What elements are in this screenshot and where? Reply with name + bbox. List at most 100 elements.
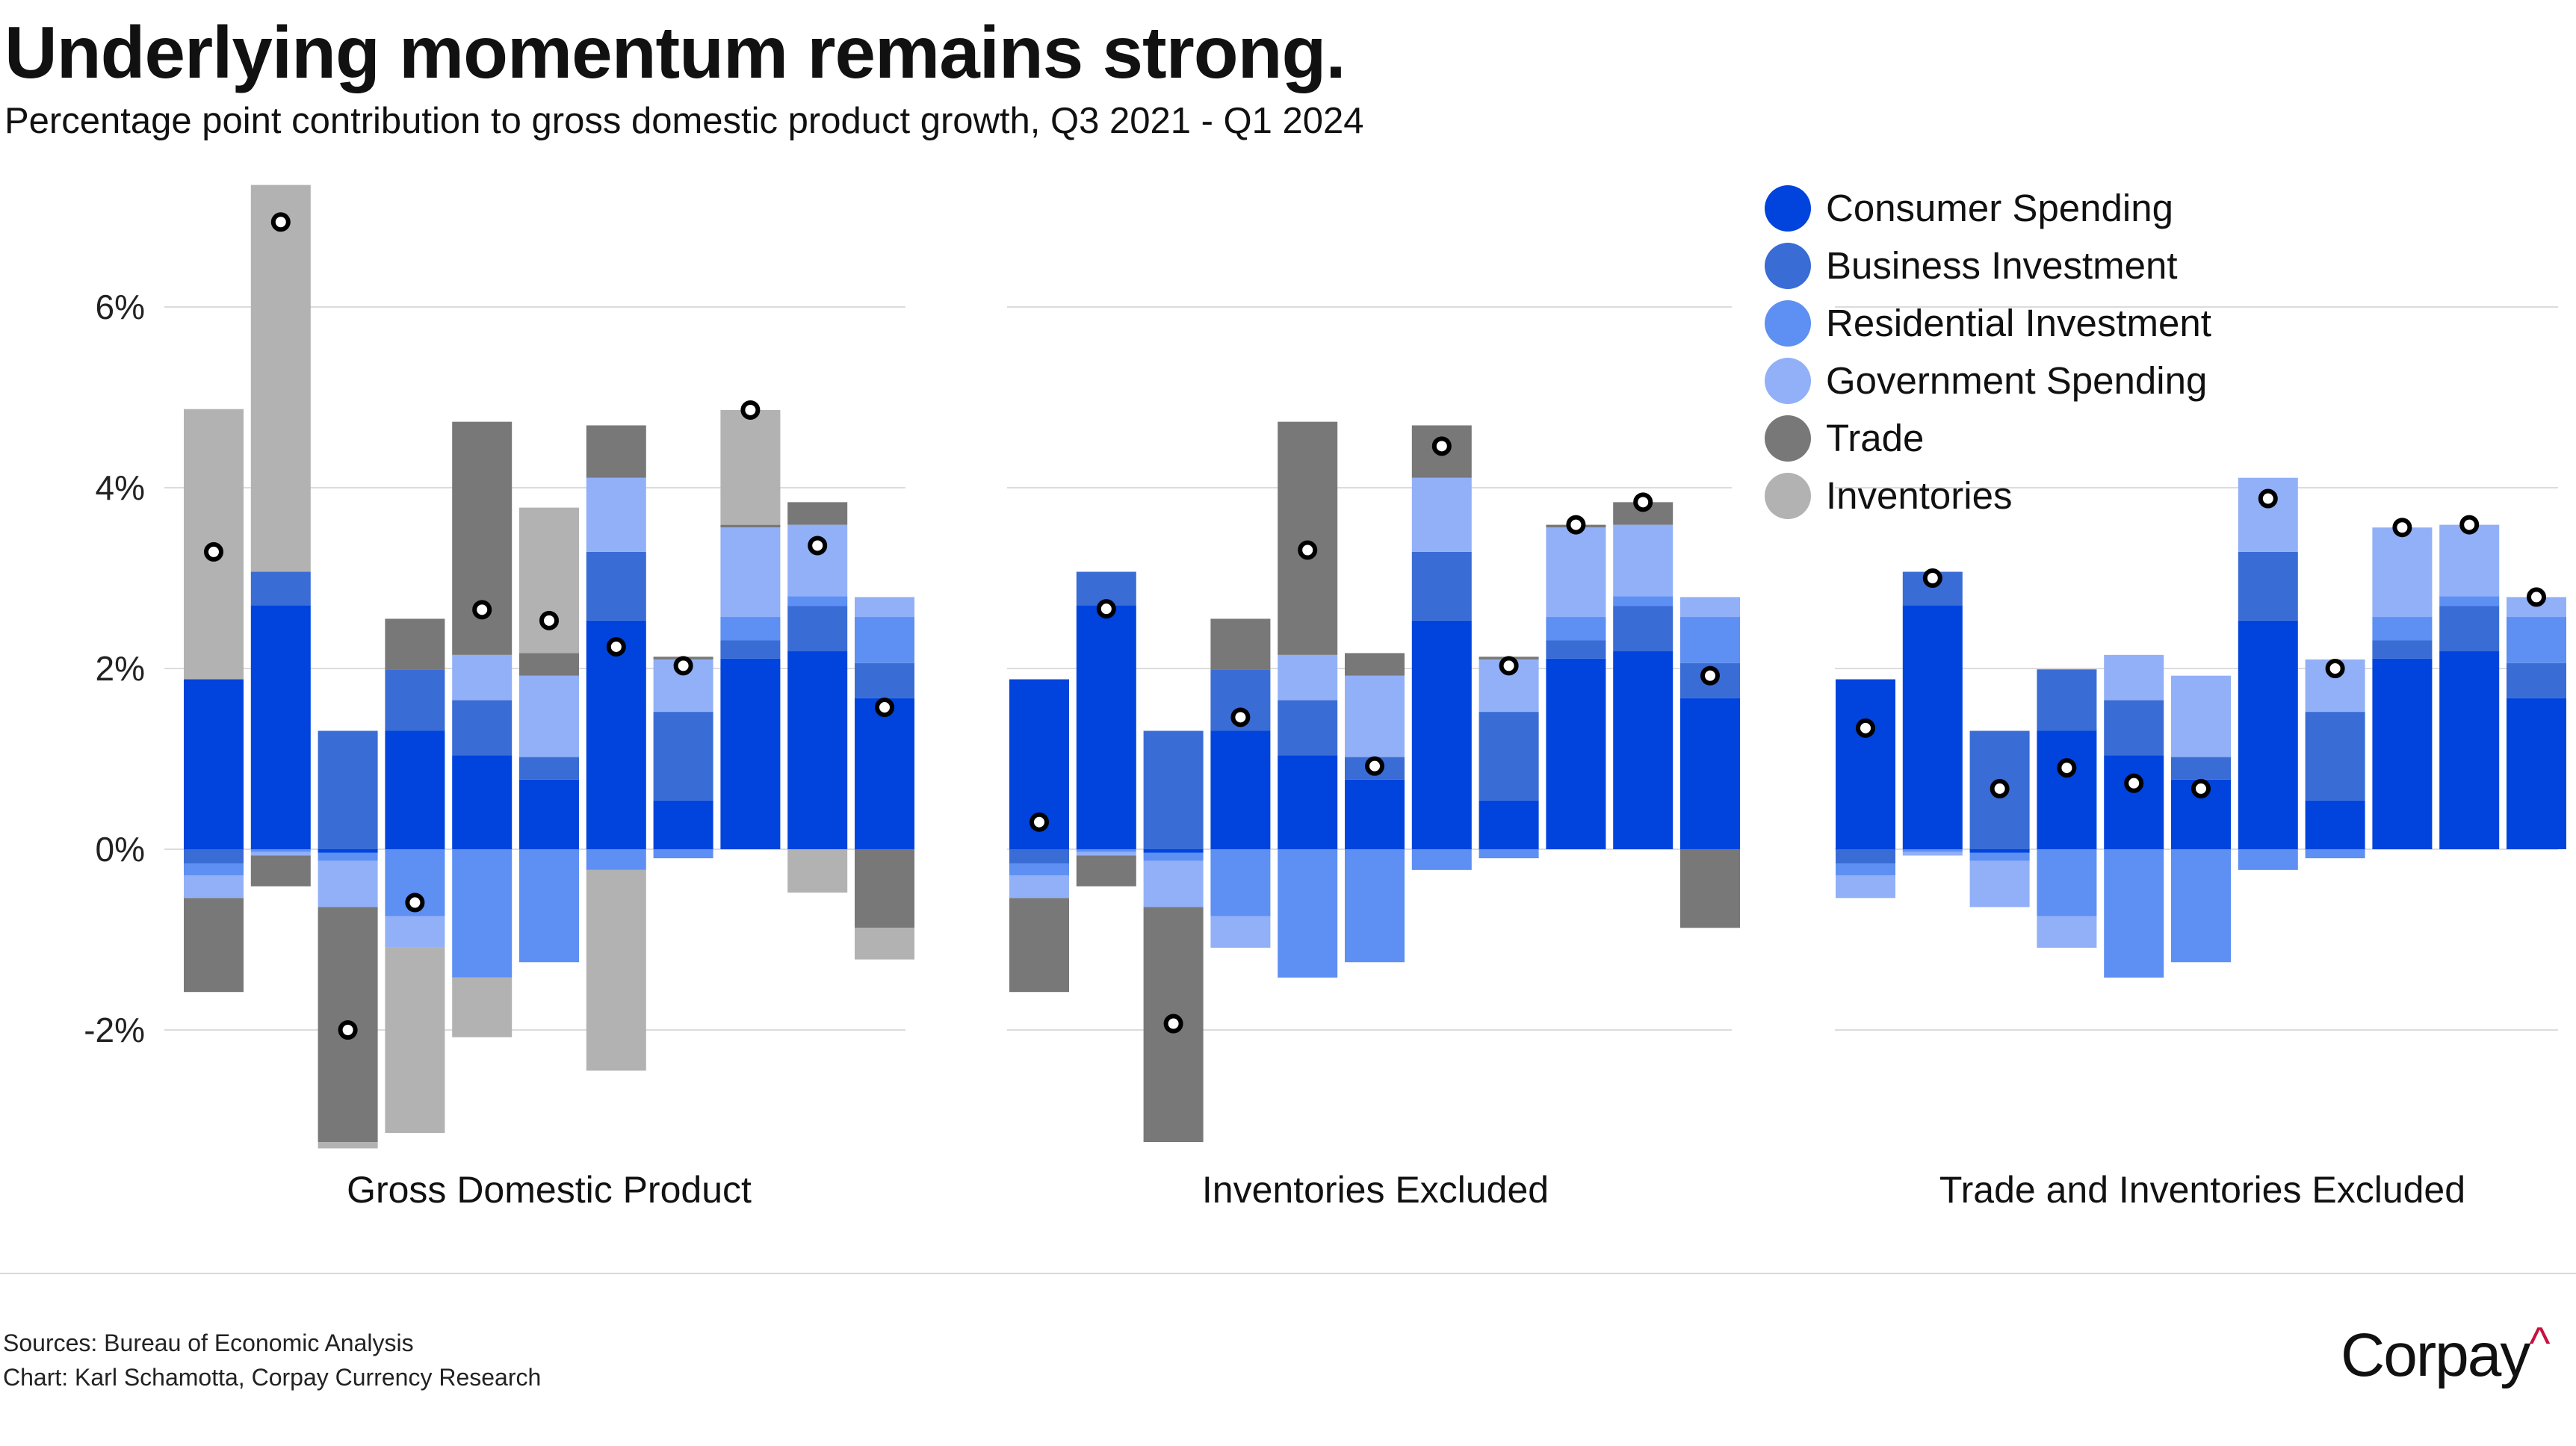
bar-segment-residential-investment — [1479, 849, 1539, 859]
bar-segment-government-spending — [1411, 477, 1472, 552]
bar-segment-residential-investment — [1836, 863, 1895, 876]
chart-credit: Chart: Karl Schamotta, Corpay Currency R… — [3, 1364, 542, 1391]
total-growth-dot — [1922, 568, 1942, 588]
bar-segment-trade — [1278, 421, 1338, 655]
bar-segment-inventories — [855, 928, 914, 960]
y-tick-label: -2% — [84, 1011, 145, 1049]
chart-title: Underlying momentum remains strong. — [4, 11, 1346, 93]
bar-segment-trade — [586, 425, 646, 478]
bar-segment-business-investment — [1143, 730, 1204, 849]
bar-segment-trade — [385, 618, 445, 670]
bar-segment-government-spending — [184, 875, 244, 899]
bar-segment-business-investment — [787, 606, 848, 652]
bar-segment-business-investment — [2104, 700, 2164, 756]
bar-segment-government-spending — [855, 597, 914, 618]
bar-segment-business-investment — [2372, 640, 2433, 659]
total-growth-dot — [1856, 718, 1875, 738]
bar-segment-consumer-spending — [2037, 730, 2097, 849]
bar-segment-residential-investment — [2372, 617, 2433, 641]
total-growth-dot — [1990, 778, 2010, 798]
bar-segment-residential-investment — [519, 849, 579, 963]
total-growth-dot — [2527, 587, 2546, 607]
legend-swatch — [1765, 300, 1811, 347]
bar-segment-consumer-spending — [720, 658, 781, 849]
bar-segment-residential-investment — [1210, 849, 1271, 916]
bar-segment-residential-investment — [2305, 849, 2365, 859]
bar-segment-government-spending — [1680, 597, 1740, 618]
bar-segment-residential-investment — [1009, 863, 1069, 876]
bar-segment-consumer-spending — [519, 779, 579, 849]
bar-segment-trade — [452, 421, 513, 655]
bar-segment-residential-investment — [787, 596, 848, 606]
bar-segment-trade — [1680, 849, 1740, 928]
bar-segment-business-investment — [855, 663, 914, 698]
total-growth-dot — [539, 610, 559, 630]
bar-segment-consumer-spending — [1411, 620, 1472, 849]
legend-swatch — [1765, 242, 1811, 289]
bar-segment-trade — [787, 502, 848, 525]
bar-segment-residential-investment — [184, 863, 244, 876]
bar-segment-consumer-spending — [2104, 755, 2164, 849]
total-growth-dot — [270, 212, 291, 232]
bar-segment-business-investment — [1836, 849, 1895, 864]
bar-segment-residential-investment — [2439, 596, 2500, 606]
total-growth-dot — [338, 1020, 358, 1040]
total-growth-dot — [472, 600, 492, 620]
bar-segment-consumer-spending — [2439, 651, 2500, 849]
bar-segment-business-investment — [318, 730, 378, 849]
bar-segment-residential-investment — [855, 617, 914, 663]
bar-segment-consumer-spending — [452, 755, 513, 849]
y-tick-label: 2% — [95, 649, 145, 688]
bar-segment-government-spending — [385, 916, 445, 948]
bar-segment-government-spending — [1836, 875, 1895, 899]
total-growth-dot — [1700, 665, 1720, 686]
total-growth-dot — [808, 536, 828, 556]
panel-title-gdp: Gross Domestic Product — [347, 1169, 752, 1211]
panel-title-trade-inventories-excluded: Trade and Inventories Excluded — [1939, 1169, 2466, 1211]
total-growth-dot — [1499, 656, 1519, 676]
panel-title-inventories-excluded: Inventories Excluded — [1201, 1169, 1549, 1211]
total-growth-dot — [1096, 599, 1116, 619]
total-growth-dot — [1633, 492, 1653, 512]
bar-segment-consumer-spending — [2507, 698, 2566, 849]
bar-segment-inventories — [250, 184, 311, 572]
bar-segment-consumer-spending — [1210, 730, 1271, 849]
legend-swatch — [1765, 184, 1811, 232]
total-growth-dot — [1365, 756, 1384, 776]
bar-segment-government-spending — [1210, 916, 1271, 948]
bar-segment-inventories — [519, 507, 579, 654]
bar-segment-business-investment — [184, 849, 244, 864]
bar-segment-residential-investment — [1969, 852, 2030, 861]
bar-segment-government-spending — [1546, 527, 1606, 618]
bar-segment-business-investment — [2171, 757, 2231, 780]
bar-segment-government-spending — [2372, 527, 2433, 618]
bar-segment-consumer-spending — [1680, 698, 1740, 849]
bar-segment-residential-investment — [2238, 849, 2298, 870]
bar-segment-consumer-spending — [1479, 800, 1539, 849]
legend-label: Consumer Spending — [1826, 187, 2173, 229]
chart-subtitle: Percentage point contribution to gross d… — [4, 101, 1364, 141]
bar-segment-consumer-spending — [1076, 605, 1136, 849]
bar-segment-government-spending — [2104, 654, 2164, 701]
bar-segment-business-investment — [2037, 669, 2097, 731]
bar-segment-residential-investment — [2171, 849, 2231, 963]
bar-segment-business-investment — [2305, 712, 2365, 801]
total-growth-dot — [1298, 540, 1318, 560]
bar-segment-government-spending — [250, 851, 311, 856]
legend-item-government-spending: Government Spending — [1765, 352, 2211, 409]
bar-segment-government-spending — [452, 654, 513, 701]
bar-segment-consumer-spending — [1345, 779, 1405, 849]
bar-segment-consumer-spending — [855, 698, 914, 849]
bar-segment-residential-investment — [1613, 596, 1674, 606]
bar-segment-consumer-spending — [1546, 658, 1606, 849]
legend-item-consumer-spending: Consumer Spending — [1765, 179, 2211, 237]
bar-segment-government-spending — [1278, 654, 1338, 701]
bar-segment-consumer-spending — [2238, 620, 2298, 849]
bar-segment-government-spending — [1009, 875, 1069, 899]
bar-segment-trade — [1345, 653, 1405, 676]
total-growth-dot — [606, 636, 626, 657]
bar-segment-business-investment — [2238, 551, 2298, 621]
bar-segment-consumer-spending — [1143, 849, 1204, 853]
bar-segment-trade — [184, 898, 244, 993]
legend-label: Business Investment — [1826, 244, 2178, 287]
